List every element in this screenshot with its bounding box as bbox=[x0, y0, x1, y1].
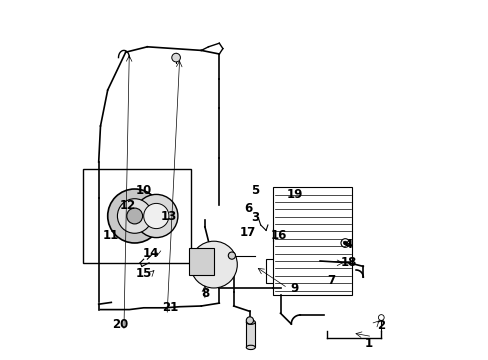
Text: 1: 1 bbox=[364, 337, 372, 350]
Text: 18: 18 bbox=[340, 256, 356, 269]
Text: 21: 21 bbox=[162, 301, 179, 314]
Bar bbox=[265, 259, 309, 283]
Text: 19: 19 bbox=[286, 188, 303, 201]
Circle shape bbox=[246, 317, 253, 324]
Ellipse shape bbox=[246, 320, 255, 324]
Text: 12: 12 bbox=[119, 199, 135, 212]
Bar bbox=[246, 322, 255, 347]
Circle shape bbox=[126, 208, 142, 224]
Text: 13: 13 bbox=[161, 210, 177, 222]
Circle shape bbox=[190, 241, 237, 288]
Circle shape bbox=[228, 252, 235, 259]
Text: 20: 20 bbox=[112, 318, 128, 330]
Text: 3: 3 bbox=[251, 211, 259, 224]
Circle shape bbox=[143, 203, 168, 229]
Text: 7: 7 bbox=[326, 274, 334, 287]
Bar bbox=[82, 169, 190, 263]
Text: 8: 8 bbox=[201, 287, 208, 300]
Text: 14: 14 bbox=[142, 247, 159, 260]
Circle shape bbox=[107, 189, 162, 243]
Text: 10: 10 bbox=[135, 184, 151, 197]
Text: 17: 17 bbox=[240, 226, 256, 239]
Text: 15: 15 bbox=[135, 267, 152, 280]
Circle shape bbox=[378, 315, 384, 320]
Circle shape bbox=[171, 53, 180, 62]
Circle shape bbox=[117, 199, 152, 233]
Text: 5: 5 bbox=[251, 184, 259, 197]
Bar bbox=[273, 187, 352, 295]
Text: 6: 6 bbox=[244, 202, 252, 215]
Circle shape bbox=[134, 194, 178, 238]
Text: 2: 2 bbox=[376, 319, 385, 332]
Text: 11: 11 bbox=[103, 229, 119, 242]
Circle shape bbox=[340, 239, 349, 247]
Text: 4: 4 bbox=[344, 238, 352, 251]
Text: 16: 16 bbox=[270, 229, 286, 242]
Ellipse shape bbox=[246, 345, 255, 350]
Circle shape bbox=[343, 241, 346, 245]
Bar bbox=[188, 248, 213, 275]
Text: 9: 9 bbox=[290, 282, 299, 294]
